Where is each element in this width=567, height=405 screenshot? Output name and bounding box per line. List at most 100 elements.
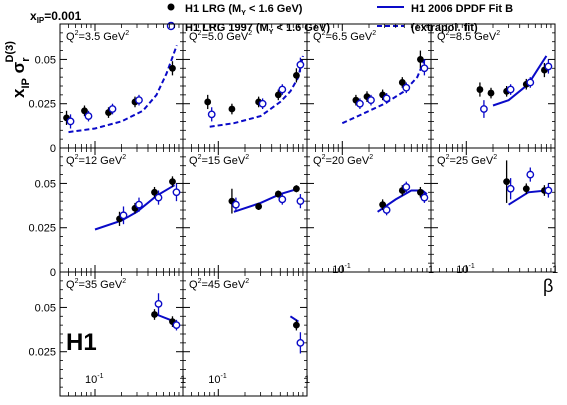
- panel-label: Q2=20 GeV2: [313, 154, 373, 167]
- x-tick-label-1: 1: [428, 264, 434, 276]
- y-tick-label: 0.05: [35, 54, 56, 66]
- panel-label-sup: 2: [198, 154, 202, 161]
- x-tick-base: 10: [332, 264, 344, 276]
- panel-label-sup: 2: [122, 154, 126, 161]
- panel-label-value: =8.5 GeV: [449, 31, 496, 43]
- h1-lrg-1997-point: [84, 112, 93, 121]
- panel-label-sup: 2: [245, 154, 249, 161]
- h1-lrg-1997-point: [232, 200, 240, 209]
- panel-label: Q2=12 GeV2: [66, 154, 126, 167]
- y-tick-label: 0.025: [28, 99, 56, 111]
- h1-lrg-1997-point: [108, 105, 117, 113]
- x-tick-exp: -1: [221, 373, 227, 380]
- panel-q2-12: Q2=12 GeV2: [59, 147, 184, 273]
- x-tick-exp: -1: [469, 263, 475, 270]
- legend-lrg-text: H1 LRG (M: [185, 3, 241, 15]
- panel-label-q: Q: [189, 279, 198, 291]
- extrapolated-fit-curve: [209, 55, 304, 128]
- panel-q2-3-5: Q2=3.5 GeV2: [59, 23, 184, 149]
- h1-lrg-1997-point: [278, 195, 287, 204]
- legend-marker-lrg: [167, 3, 175, 11]
- panel-label-sup: 2: [245, 278, 249, 285]
- panel-label: Q2=6.5 GeV2: [313, 30, 376, 43]
- x-tick-base: 10: [208, 374, 220, 386]
- panel-label-sup: 2: [198, 278, 202, 285]
- dpdf-fit-curve: [492, 55, 548, 107]
- panel-label-value: =12 GeV: [78, 155, 122, 167]
- xip-label: xIP=0.001: [30, 9, 82, 25]
- panel-label-sup: 2: [75, 278, 79, 285]
- x-tick-label-0.1: 10-1: [208, 373, 227, 386]
- panel-label: Q2=3.5 GeV2: [66, 30, 129, 43]
- x-tick-label-0.1: 10-1: [85, 373, 104, 386]
- panel-label-sup: 2: [75, 30, 79, 37]
- panel-label-q: Q: [66, 279, 75, 291]
- h1-lrg-point: [169, 64, 176, 72]
- xip-x: x: [30, 9, 37, 23]
- dpdf-fit-curve: [289, 315, 299, 323]
- h1-lrg-1997-point: [506, 184, 515, 193]
- panel-label-value: =3.5 GeV: [78, 31, 125, 43]
- panel-label-sup: 2: [372, 30, 376, 37]
- legend-fit: H1 2006 DPDF Fit B: [411, 3, 513, 15]
- y-title-ip: IP: [20, 78, 32, 88]
- legend: xIP=0.001 H1 LRG (MY < 1.6 GeV)H1 LRG 199…: [30, 3, 513, 36]
- h1-lrg-point: [379, 201, 387, 209]
- y-tick-label: 0: [50, 143, 56, 155]
- h1-lrg-1997-point: [526, 170, 535, 179]
- panel-label-q: Q: [189, 31, 198, 43]
- dpdf-fit-curve: [233, 187, 299, 213]
- h1-lrg-1997-point: [402, 183, 411, 191]
- panel-label-q: Q: [437, 155, 446, 167]
- panel-label-sup: 2: [248, 30, 252, 37]
- extrapolated-fit-curve: [341, 59, 426, 125]
- panel-q2-45: Q2=45 GeV2: [182, 271, 308, 397]
- legend-lrg: H1 LRG (MY < 1.6 GeV): [185, 3, 303, 17]
- h1-lrg-point: [255, 203, 263, 210]
- x-tick-exp: -1: [97, 373, 103, 380]
- legend-lrg-sub: Y: [241, 10, 246, 17]
- panel-label: Q2=45 GeV2: [189, 278, 249, 291]
- panel-label-sup: 2: [322, 154, 326, 161]
- panel-label-sup: 2: [75, 154, 79, 161]
- panel-label-value: =15 GeV: [201, 155, 245, 167]
- panel-label-sup: 2: [493, 154, 497, 161]
- h1-lrg-1997-point: [296, 60, 305, 69]
- panel-label-q: Q: [437, 31, 446, 43]
- x-tick-label-1: 1: [304, 374, 310, 386]
- x-tick-base: 10: [456, 264, 468, 276]
- panel-label-value: =25 GeV: [449, 155, 493, 167]
- panel-label: Q2=35 GeV2: [66, 278, 126, 291]
- h1-lrg-point: [169, 178, 176, 186]
- h1-lrg-point: [417, 188, 424, 196]
- h1-lrg-1997-point: [207, 110, 216, 119]
- panel-q2-5-0: Q2=5.0 GeV2: [182, 23, 308, 149]
- legend-extrapol: (extrapol. fit): [411, 22, 478, 34]
- h1-lrg-point: [293, 71, 300, 79]
- h1-lrg-1997-point: [382, 94, 391, 103]
- h1-lrg-1997-point: [172, 321, 181, 330]
- panel-q2-20: Q2=20 GeV2: [306, 147, 432, 273]
- y-title-sup: D(3): [4, 41, 16, 63]
- h1-lrg-1997-point: [135, 200, 143, 209]
- plot-grid: Q2=3.5 GeV2 Q2=5.0 GeV2 Q2=6.5 GeV2 Q2=8.5 …: [59, 23, 556, 397]
- h1-lrg-point: [487, 89, 495, 97]
- legend-lrg1997-sub: Y: [269, 29, 274, 36]
- extrapolated-fit-curve: [68, 44, 178, 134]
- panel-q2-6-5: Q2=6.5 GeV2: [306, 23, 432, 149]
- h1-lrg-1997-point: [172, 188, 181, 197]
- panel-label-q: Q: [66, 31, 75, 43]
- panel-q2-15: Q2=15 GeV2: [182, 147, 308, 273]
- h1-logo: H1: [66, 329, 97, 356]
- x-tick-base: 10: [85, 374, 97, 386]
- h1-lrg-1997-point: [420, 64, 429, 73]
- x-tick-label-1: 1: [552, 264, 558, 276]
- h1-lrg-point: [398, 79, 406, 86]
- y-axis-title: xIP σr D(3): [4, 41, 32, 98]
- h1-lrg-point: [476, 86, 484, 93]
- xip-sub: IP: [37, 16, 45, 25]
- x-tick-exp: -1: [345, 263, 351, 270]
- h1-lrg-1997-point: [66, 117, 75, 126]
